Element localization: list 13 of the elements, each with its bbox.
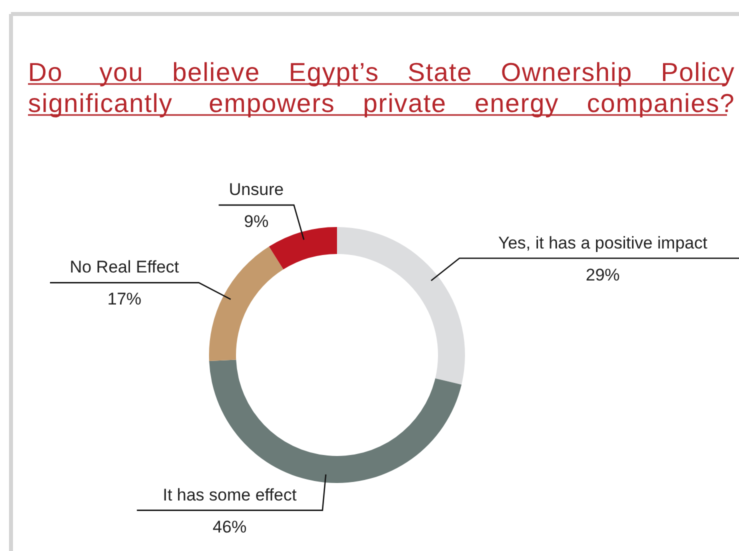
donut-slice: [209, 246, 284, 361]
slice-label: No Real Effect: [70, 258, 180, 277]
donut-slice: [269, 227, 337, 270]
donut-slice: [337, 227, 465, 385]
data-label: 46%: [212, 517, 247, 536]
slice-label: Unsure: [228, 180, 284, 200]
chart-title: Do you believe Egypt’s State Ownership Policy significantly empowers private energy companies?: [28, 57, 736, 118]
slice-label: Yes, it has a positive impact: [498, 233, 708, 252]
data-label: 17%: [107, 290, 142, 309]
data-label: 29%: [586, 265, 620, 284]
data-label: 9%: [244, 212, 269, 232]
donut-slice: [209, 360, 462, 483]
slice-label: It has some effect: [162, 485, 297, 504]
